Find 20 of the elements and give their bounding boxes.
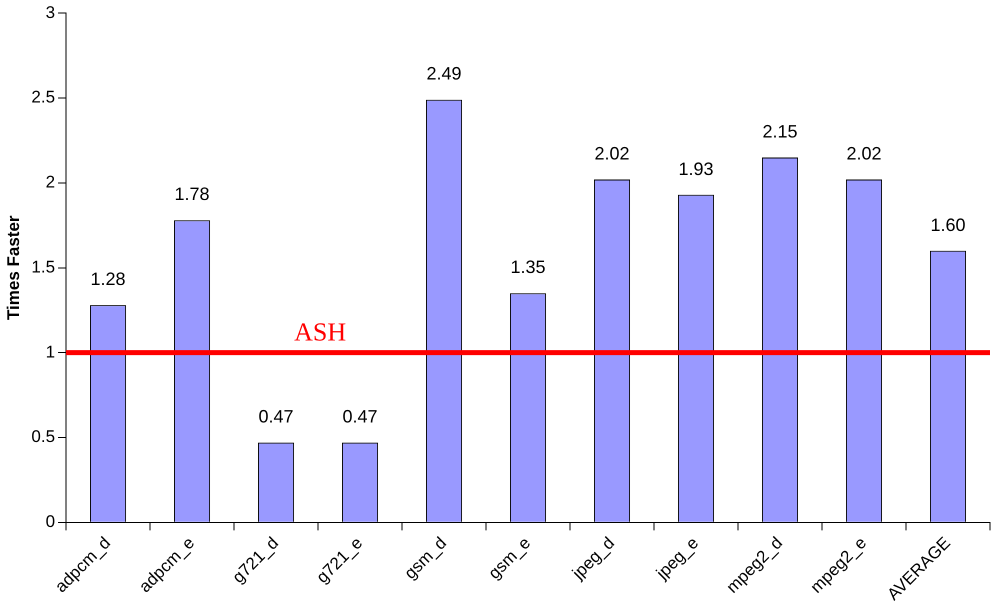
data-label: 1.28 (90, 269, 126, 290)
y-tick-label: 0.5 (31, 427, 56, 446)
data-label: 0.47 (258, 406, 294, 427)
y-tick-label: 1 (46, 342, 56, 362)
data-label: 2.02 (594, 143, 630, 164)
y-tick-label: 2 (46, 172, 56, 192)
data-label: 2.49 (426, 64, 462, 84)
y-tick-label: 3 (46, 2, 56, 22)
y-tick-label: 0 (46, 512, 56, 532)
data-label: 2.15 (762, 121, 798, 142)
data-label: 1.35 (510, 257, 546, 278)
data-label: 1.93 (678, 158, 714, 179)
data-label: 2.02 (846, 143, 882, 164)
ref-line-label: ASH (294, 317, 346, 346)
data-label: 1.60 (930, 214, 966, 235)
y-tick-label: 1.5 (31, 257, 56, 276)
y-axis-title: Times Faster (4, 215, 23, 320)
data-label: 0.47 (342, 406, 378, 427)
data-label: 1.78 (174, 184, 210, 204)
y-tick-label: 2.5 (31, 88, 56, 107)
